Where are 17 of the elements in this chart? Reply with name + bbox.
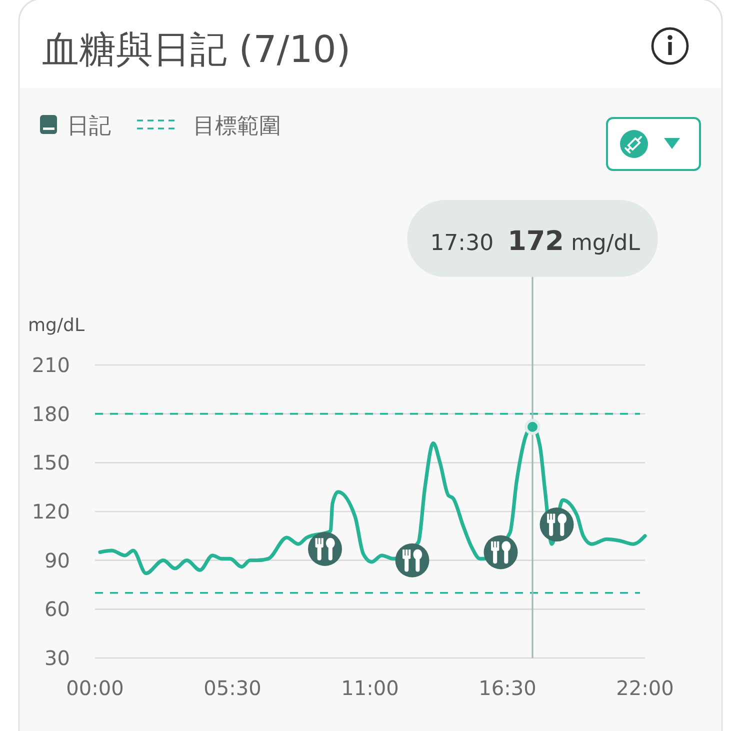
x-tick-label: 00:00	[66, 676, 124, 700]
x-tick-label: 22:00	[616, 676, 674, 700]
text: 17:30 172 mg/dL	[430, 226, 641, 257]
y-tick-label: 210	[32, 353, 70, 377]
y-tick-label: 60	[44, 597, 70, 622]
y-tick-label: 150	[32, 450, 70, 475]
legend-label: 目標範圍	[193, 114, 281, 139]
y-tick-label: 180	[32, 402, 70, 426]
chart-title: 血糖與日記 (7/10)	[42, 28, 351, 71]
y-axis-title: mg/dL	[28, 315, 84, 336]
x-tick-label: 11:00	[341, 676, 399, 700]
legend-label: 日記	[67, 114, 111, 139]
y-tick-label: 120	[32, 500, 70, 524]
x-tick-label: 05:30	[204, 676, 262, 700]
x-tick-label: 16:30	[478, 676, 536, 700]
y-tick-label: 90	[44, 548, 70, 572]
y-tick-label: 30	[44, 646, 70, 670]
